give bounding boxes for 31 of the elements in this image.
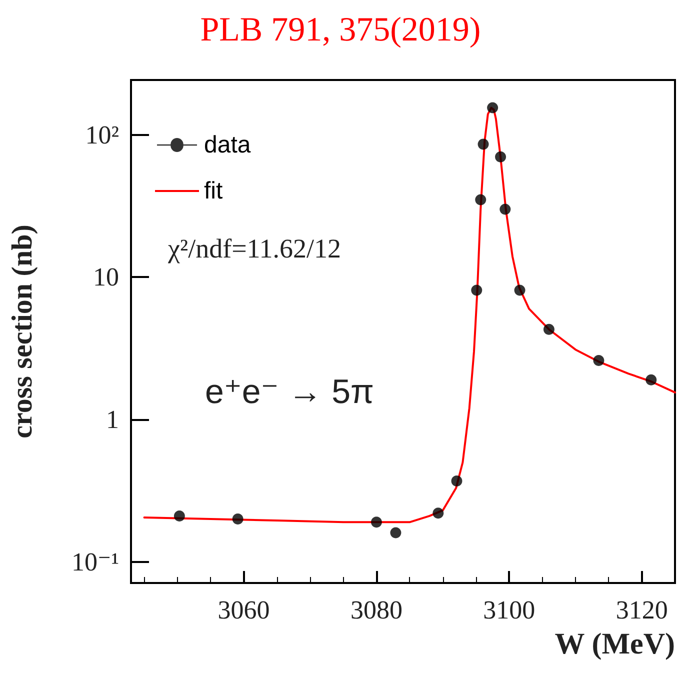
point: [514, 284, 526, 296]
point: [478, 138, 489, 150]
annotation: e⁺e⁻ → 5π: [205, 373, 374, 411]
y-axis-title: cross section (nb): [6, 224, 38, 438]
point: [471, 284, 482, 296]
point: [593, 354, 604, 366]
point: [543, 324, 554, 335]
annotation: χ²/ndf=11.62/12: [167, 234, 342, 264]
point: [475, 194, 486, 206]
point: [495, 151, 506, 162]
point: [500, 204, 511, 215]
point: [390, 527, 402, 538]
legend-label: data: [204, 132, 252, 158]
point: [432, 508, 444, 519]
legend-label: fit: [204, 178, 223, 204]
chart-title: PLB 791, 375(2019): [200, 12, 481, 48]
y-tick-label: 10⁻¹: [71, 547, 119, 576]
point: [646, 374, 657, 386]
y-tick-label: 10²: [85, 120, 120, 150]
y-tick-label: 10: [93, 262, 119, 292]
x-tick-label: 3080: [350, 596, 402, 624]
y-tick-label: 1: [106, 405, 119, 434]
point: [487, 102, 498, 114]
point: [451, 475, 462, 486]
point: [370, 516, 382, 528]
point: [232, 513, 244, 524]
x-tick-label: 3120: [616, 596, 668, 624]
point: [174, 510, 185, 522]
x-tick-label: 3060: [218, 596, 270, 624]
x-axis-title: W (MeV): [554, 628, 675, 660]
x-tick-label: 3100: [483, 596, 536, 624]
